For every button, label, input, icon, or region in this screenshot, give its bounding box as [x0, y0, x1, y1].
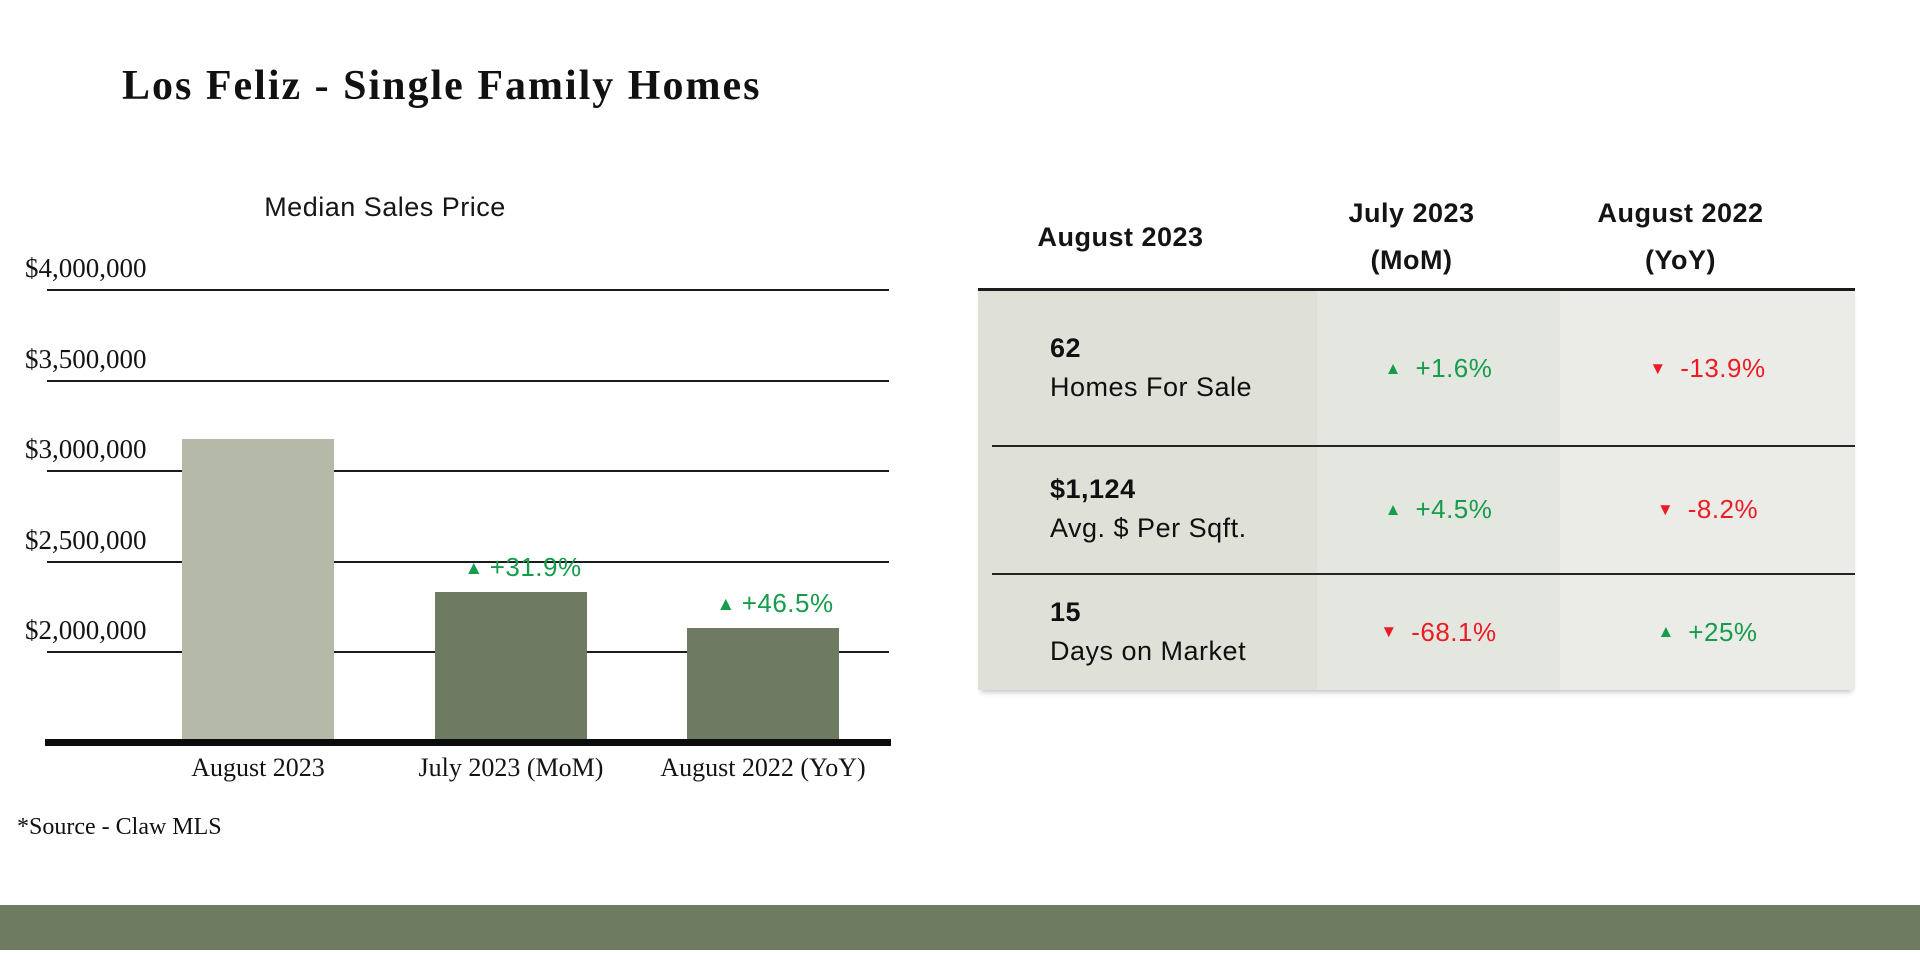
mom-change-cell: ▲ +1.6%	[1317, 291, 1560, 445]
chart-baseline-axis	[45, 739, 891, 746]
chart-gridline	[47, 561, 889, 563]
column-header-line: (YoY)	[1645, 245, 1716, 275]
metric-cell: 62 Homes For Sale	[978, 291, 1317, 445]
change-percent-text: +46.5%	[741, 588, 834, 618]
y-axis-tick-label: $3,000,000	[25, 434, 147, 464]
table-row-days-on-market: 15 Days on Market ▼ -68.1% ▲ +25%	[978, 573, 1855, 690]
down-triangle-icon: ▼	[1656, 499, 1674, 519]
bar-july-2023-mom-	[435, 592, 587, 742]
bar-change-annotation: ▲ +46.5%	[716, 588, 833, 619]
row-separator	[992, 445, 1855, 447]
table-row-homes-for-sale: 62 Homes For Sale ▲ +1.6% ▼ -13.9%	[978, 291, 1855, 445]
metric-cell: 15 Days on Market	[978, 573, 1317, 690]
column-header-line: July 2023	[1348, 198, 1475, 228]
chart-gridline	[47, 380, 889, 382]
chart-gridline	[47, 470, 889, 472]
x-axis-category-label: August 2022 (YoY)	[660, 753, 866, 782]
metric-value: $1,124	[1050, 474, 1136, 504]
stats-table: 62 Homes For Sale ▲ +1.6% ▼ -13.9% $1,124 Avg. …	[978, 288, 1855, 690]
change-percent-text: -13.9%	[1680, 353, 1766, 383]
x-axis-category-label: August 2023	[191, 753, 325, 782]
row-separator	[992, 573, 1855, 575]
up-triangle-icon: ▲	[464, 558, 484, 579]
column-header-3: August 2022 (YoY)	[1533, 190, 1828, 284]
metric-value: 15	[1050, 596, 1082, 627]
table-column-background-2	[1317, 291, 1560, 690]
column-header-1: August 2023	[951, 190, 1290, 284]
up-triangle-icon: ▲	[1384, 358, 1402, 378]
metric-value: 62	[1050, 333, 1082, 363]
up-triangle-icon: ▲	[716, 594, 736, 615]
y-axis-tick-label: $2,000,000	[25, 615, 147, 645]
chart-title: Median Sales Price	[264, 192, 506, 222]
y-axis-tick-label: $4,000,000	[25, 253, 147, 283]
table-row-avg-per-sqft-: $1,124 Avg. $ Per Sqft. ▲ +4.5% ▼ -8.2%	[978, 445, 1855, 573]
stats-table-header: August 2023 July 2023 (MoM) August 2022 (YoY…	[951, 190, 1828, 284]
metric-cell: $1,124 Avg. $ Per Sqft.	[978, 445, 1317, 573]
change-percent-text: +4.5%	[1415, 494, 1493, 524]
y-axis-tick-label: $3,500,000	[25, 344, 147, 374]
y-axis-tick-label: $2,500,000	[25, 525, 147, 555]
column-header-line: August 2022	[1597, 198, 1764, 228]
table-column-background-3	[1560, 291, 1855, 690]
yoy-change-cell: ▲ +25%	[1560, 573, 1855, 690]
footer-bar	[0, 905, 1920, 950]
change-percent-text: +1.6%	[1415, 353, 1493, 383]
bar-august-2023	[182, 439, 334, 742]
page-title: Los Feliz - Single Family Homes	[122, 63, 762, 109]
change-percent-text: +31.9%	[489, 552, 582, 582]
change-percent-text: -68.1%	[1411, 616, 1497, 647]
down-triangle-icon: ▼	[1649, 358, 1667, 378]
chart-gridline	[47, 289, 889, 291]
change-percent-text: +25%	[1688, 616, 1758, 647]
column-header-line: (MoM)	[1370, 245, 1453, 275]
up-triangle-icon: ▲	[1657, 622, 1675, 641]
table-column-background-1	[978, 291, 1317, 690]
metric-label: Homes For Sale	[1050, 372, 1253, 402]
up-triangle-icon: ▲	[1384, 499, 1402, 519]
column-header-line: August 2023	[1037, 221, 1204, 252]
mom-change-cell: ▼ -68.1%	[1317, 573, 1560, 690]
column-header-2: July 2023 (MoM)	[1290, 190, 1533, 284]
mom-change-cell: ▲ +4.5%	[1317, 445, 1560, 573]
yoy-change-cell: ▼ -13.9%	[1560, 291, 1855, 445]
x-axis-category-label: July 2023 (MoM)	[418, 753, 604, 782]
yoy-change-cell: ▼ -8.2%	[1560, 445, 1855, 573]
down-triangle-icon: ▼	[1380, 622, 1398, 641]
metric-label: Avg. $ Per Sqft.	[1050, 513, 1247, 543]
metric-label: Days on Market	[1050, 635, 1247, 666]
bar-change-annotation: ▲ +31.9%	[464, 552, 581, 583]
source-note: *Source - Claw MLS	[17, 814, 222, 840]
change-percent-text: -8.2%	[1687, 494, 1759, 524]
bar-august-2022-yoy-	[687, 628, 839, 742]
